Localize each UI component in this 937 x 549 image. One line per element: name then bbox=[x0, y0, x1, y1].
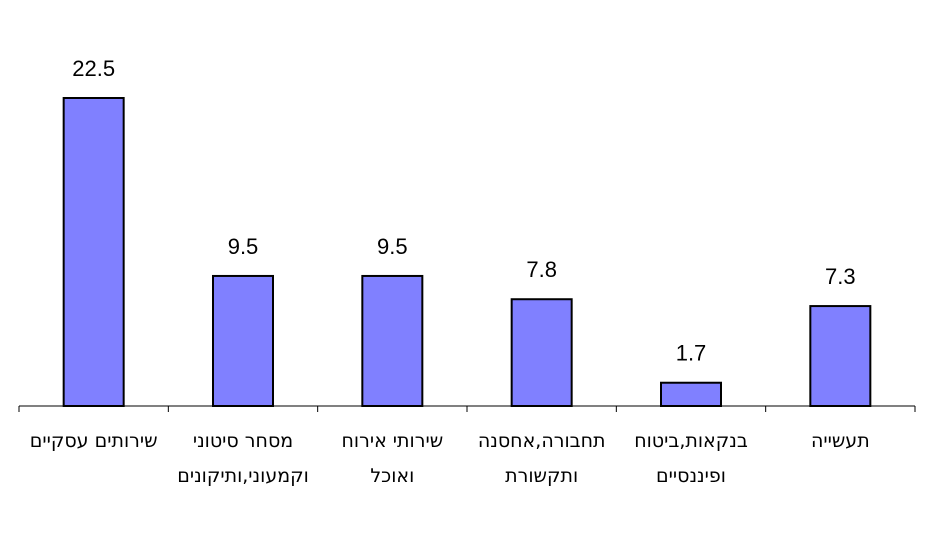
category-label-line: ואוכל bbox=[370, 465, 414, 487]
category-label-line: שירותים עסקיים bbox=[30, 430, 158, 452]
category-label: מסחר סיטוני וקמעוני,ותיקונים bbox=[177, 430, 309, 487]
category-label-line: ופיננסיים bbox=[656, 465, 726, 487]
category-label-line: תעשייה bbox=[811, 430, 870, 452]
category-label: שירותים עסקיים bbox=[30, 430, 158, 452]
category-label-line: שירותי אירוח bbox=[342, 430, 444, 452]
bar-value-label: 9.5 bbox=[377, 234, 408, 259]
category-label: תעשייה bbox=[811, 430, 870, 452]
bar bbox=[809, 305, 872, 407]
category-label-line: מסחר סיטוני bbox=[193, 430, 293, 452]
category-label-line: ותקשורת bbox=[505, 465, 578, 487]
bar bbox=[361, 274, 424, 408]
bar-value-label: 22.5 bbox=[72, 56, 115, 81]
bar bbox=[62, 97, 125, 407]
bar-value-label: 1.7 bbox=[676, 341, 707, 366]
category-label-line: תחבורה,אחסנה bbox=[478, 430, 606, 452]
category-label-line: בנקאות,ביטוח bbox=[634, 430, 748, 452]
category-label: בנקאות,ביטוח ופיננסיים bbox=[634, 430, 748, 487]
category-label-line: וקמעוני,ותיקונים bbox=[177, 465, 309, 487]
bar bbox=[660, 381, 722, 407]
category-label: תחבורה,אחסנה ותקשורת bbox=[478, 430, 606, 487]
bar-value-label: 9.5 bbox=[228, 234, 259, 259]
bar-value-label: 7.8 bbox=[526, 257, 557, 282]
category-label: שירותי אירוח ואוכל bbox=[342, 430, 444, 487]
bar bbox=[510, 298, 573, 407]
bar-value-label: 7.3 bbox=[825, 264, 856, 289]
bar bbox=[212, 274, 274, 408]
